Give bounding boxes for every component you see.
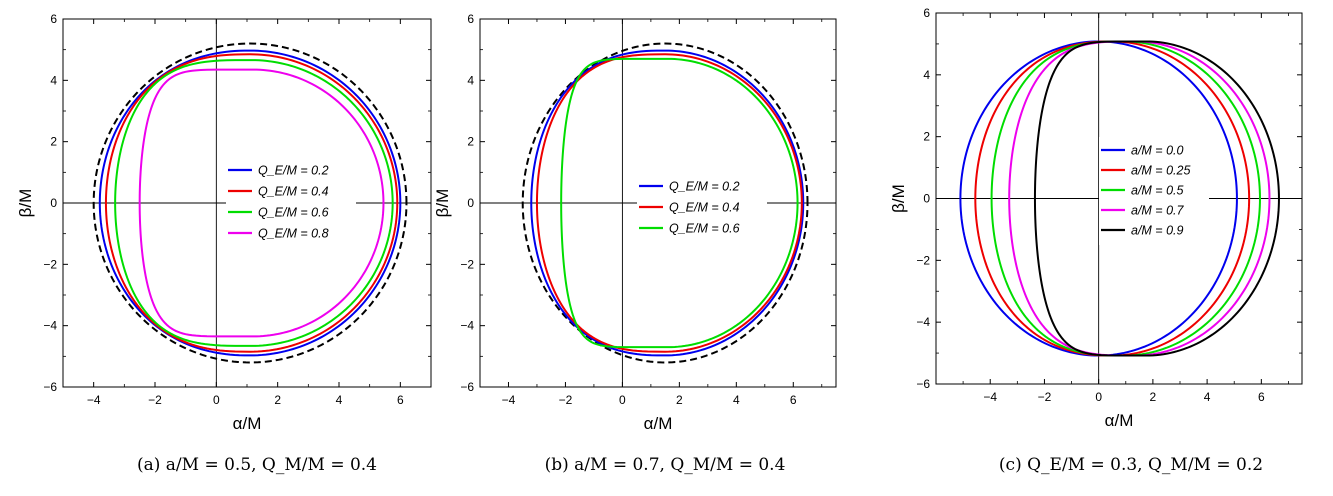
y-tick-label: 6 bbox=[50, 12, 57, 26]
y-tick-label: −6 bbox=[916, 377, 930, 391]
series-curve-4 bbox=[138, 68, 385, 338]
x-tick-label: 6 bbox=[790, 393, 797, 407]
x-tick-label: 2 bbox=[1150, 390, 1157, 404]
x-axis-label: α/M bbox=[1105, 411, 1134, 430]
series-curve-0 bbox=[521, 42, 809, 364]
x-tick-label: 0 bbox=[213, 393, 220, 407]
legend: Q_E/M = 0.2 Q_E/M = 0.4 Q_E/M = 0.6 Q_E/M =… bbox=[226, 157, 356, 249]
legend-label: a/M = 0.25 bbox=[1131, 164, 1190, 178]
y-axis-label: β/M bbox=[433, 189, 452, 218]
panel-caption: (a) a/M = 0.5, Q_M/M = 0.4 bbox=[137, 455, 377, 475]
y-tick-label: −2 bbox=[460, 257, 474, 271]
legend-label: a/M = 0.7 bbox=[1131, 204, 1185, 218]
y-tick-label: −6 bbox=[460, 380, 474, 394]
x-tick-label: 2 bbox=[274, 393, 281, 407]
y-tick-label: 0 bbox=[467, 196, 474, 210]
legend-label: Q_E/M = 0.2 bbox=[258, 164, 329, 178]
series-curve-3 bbox=[560, 57, 799, 349]
x-tick-label: −2 bbox=[1038, 390, 1052, 404]
x-tick-label: −4 bbox=[502, 393, 516, 407]
legend-label: Q_E/M = 0.2 bbox=[669, 180, 740, 194]
y-tick-label: 2 bbox=[50, 135, 57, 149]
legend: a/M = 0.0 a/M = 0.25 a/M = 0.5 a/M = 0.7 a/M… bbox=[1099, 137, 1209, 245]
y-tick-label: 4 bbox=[923, 68, 930, 82]
series-curve-1 bbox=[974, 40, 1251, 357]
x-tick-label: 6 bbox=[1258, 390, 1265, 404]
legend-label: Q_E/M = 0.6 bbox=[669, 222, 740, 236]
series-curve-0 bbox=[92, 42, 408, 364]
legend-label: a/M = 0.9 bbox=[1131, 224, 1184, 238]
y-tick-label: 0 bbox=[50, 196, 57, 210]
series-curve-3 bbox=[1008, 40, 1271, 357]
x-tick-label: 0 bbox=[619, 393, 626, 407]
y-tick-label: 6 bbox=[923, 6, 930, 20]
x-tick-label: −2 bbox=[148, 393, 162, 407]
y-tick-label: 6 bbox=[467, 12, 474, 26]
x-axis-label: α/M bbox=[644, 414, 673, 433]
y-tick-label: 4 bbox=[50, 73, 57, 87]
y-tick-label: −4 bbox=[460, 319, 474, 333]
series-curve-4 bbox=[1033, 40, 1280, 357]
legend-label: Q_E/M = 0.4 bbox=[258, 185, 329, 199]
legend-label: Q_E/M = 0.6 bbox=[258, 206, 329, 220]
y-tick-label: 4 bbox=[467, 73, 474, 87]
legend-label: Q_E/M = 0.8 bbox=[258, 227, 329, 241]
legend: Q_E/M = 0.2 Q_E/M = 0.4 Q_E/M = 0.6 bbox=[637, 173, 767, 244]
series-curve-2 bbox=[535, 53, 803, 353]
x-tick-label: −4 bbox=[983, 390, 997, 404]
legend-label: Q_E/M = 0.4 bbox=[669, 201, 740, 215]
panel-caption: (b) a/M = 0.7, Q_M/M = 0.4 bbox=[545, 455, 786, 475]
x-tick-label: 0 bbox=[1095, 390, 1102, 404]
legend-label: a/M = 0.0 bbox=[1131, 144, 1184, 158]
curves bbox=[521, 42, 809, 364]
curves bbox=[959, 40, 1280, 357]
y-tick-label: 2 bbox=[923, 130, 930, 144]
series-curve-0 bbox=[959, 40, 1238, 357]
series-curve-2 bbox=[104, 53, 399, 353]
x-tick-label: 2 bbox=[676, 393, 683, 407]
y-tick-label: 0 bbox=[923, 192, 930, 206]
y-tick-label: −2 bbox=[43, 257, 57, 271]
curves bbox=[92, 42, 408, 364]
y-axis-label: β/M bbox=[16, 189, 35, 218]
series-curve-2 bbox=[990, 40, 1261, 357]
legend-background bbox=[637, 173, 767, 244]
series-curve-1 bbox=[98, 49, 402, 357]
y-tick-label: −2 bbox=[916, 253, 930, 267]
x-tick-label: 4 bbox=[733, 393, 740, 407]
x-tick-label: −2 bbox=[559, 393, 573, 407]
panel-caption: (c) Q_E/M = 0.3, Q_M/M = 0.2 bbox=[999, 455, 1263, 475]
y-axis-label: β/M bbox=[889, 184, 908, 213]
series-curve-3 bbox=[114, 59, 394, 347]
y-tick-label: −4 bbox=[916, 315, 930, 329]
x-tick-label: 4 bbox=[336, 393, 343, 407]
x-tick-label: 6 bbox=[397, 393, 404, 407]
series-curve-1 bbox=[530, 49, 805, 357]
y-tick-label: −6 bbox=[43, 380, 57, 394]
y-tick-label: 2 bbox=[467, 135, 474, 149]
x-tick-label: 4 bbox=[1204, 390, 1211, 404]
x-tick-label: −4 bbox=[87, 393, 101, 407]
legend-label: a/M = 0.5 bbox=[1131, 184, 1184, 198]
y-tick-label: −4 bbox=[43, 319, 57, 333]
x-axis-label: α/M bbox=[233, 414, 262, 433]
